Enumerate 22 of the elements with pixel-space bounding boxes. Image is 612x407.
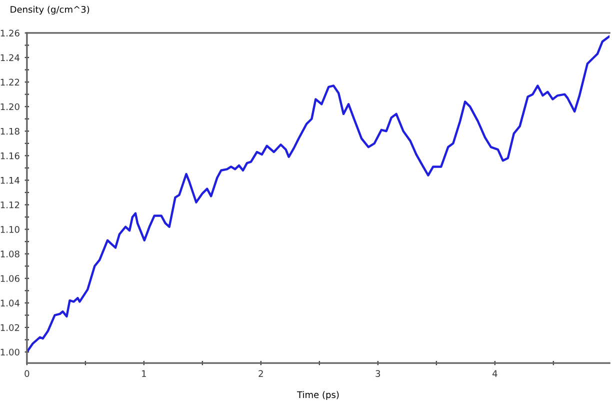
x-tick-label: 1	[142, 370, 146, 377]
y-tick-label: 1.20	[0, 103, 20, 110]
y-tick-label: 1.04	[0, 300, 20, 306]
y-tick-label: 1.12	[0, 201, 20, 208]
y-tick-label: 1.10	[0, 226, 20, 233]
y-tick-label: 1.18	[0, 128, 20, 135]
y-tick-label: 1.14	[0, 177, 20, 184]
y-tick-label: 1.22	[0, 78, 20, 86]
x-tick-label: 0	[24, 370, 30, 377]
y-tick-label: 1.26	[0, 30, 20, 37]
y-tick-label: 1.02	[0, 324, 20, 332]
y-axis-title: Density (g/cm^3)	[10, 6, 90, 15]
x-tick-label: 2	[258, 370, 263, 377]
y-tick-label: 1.16	[0, 152, 20, 160]
y-tick-label: 1.06	[0, 275, 20, 282]
x-tick-label: 4	[492, 370, 498, 377]
y-tick-label: 1.08	[0, 250, 20, 258]
x-axis-title: Time (ps)	[296, 391, 339, 400]
x-tick-label: 3	[376, 370, 380, 377]
line-series	[26, 36, 610, 354]
y-tick-label: 1.24	[0, 54, 20, 61]
y-tick-label: 1.00	[0, 348, 20, 356]
